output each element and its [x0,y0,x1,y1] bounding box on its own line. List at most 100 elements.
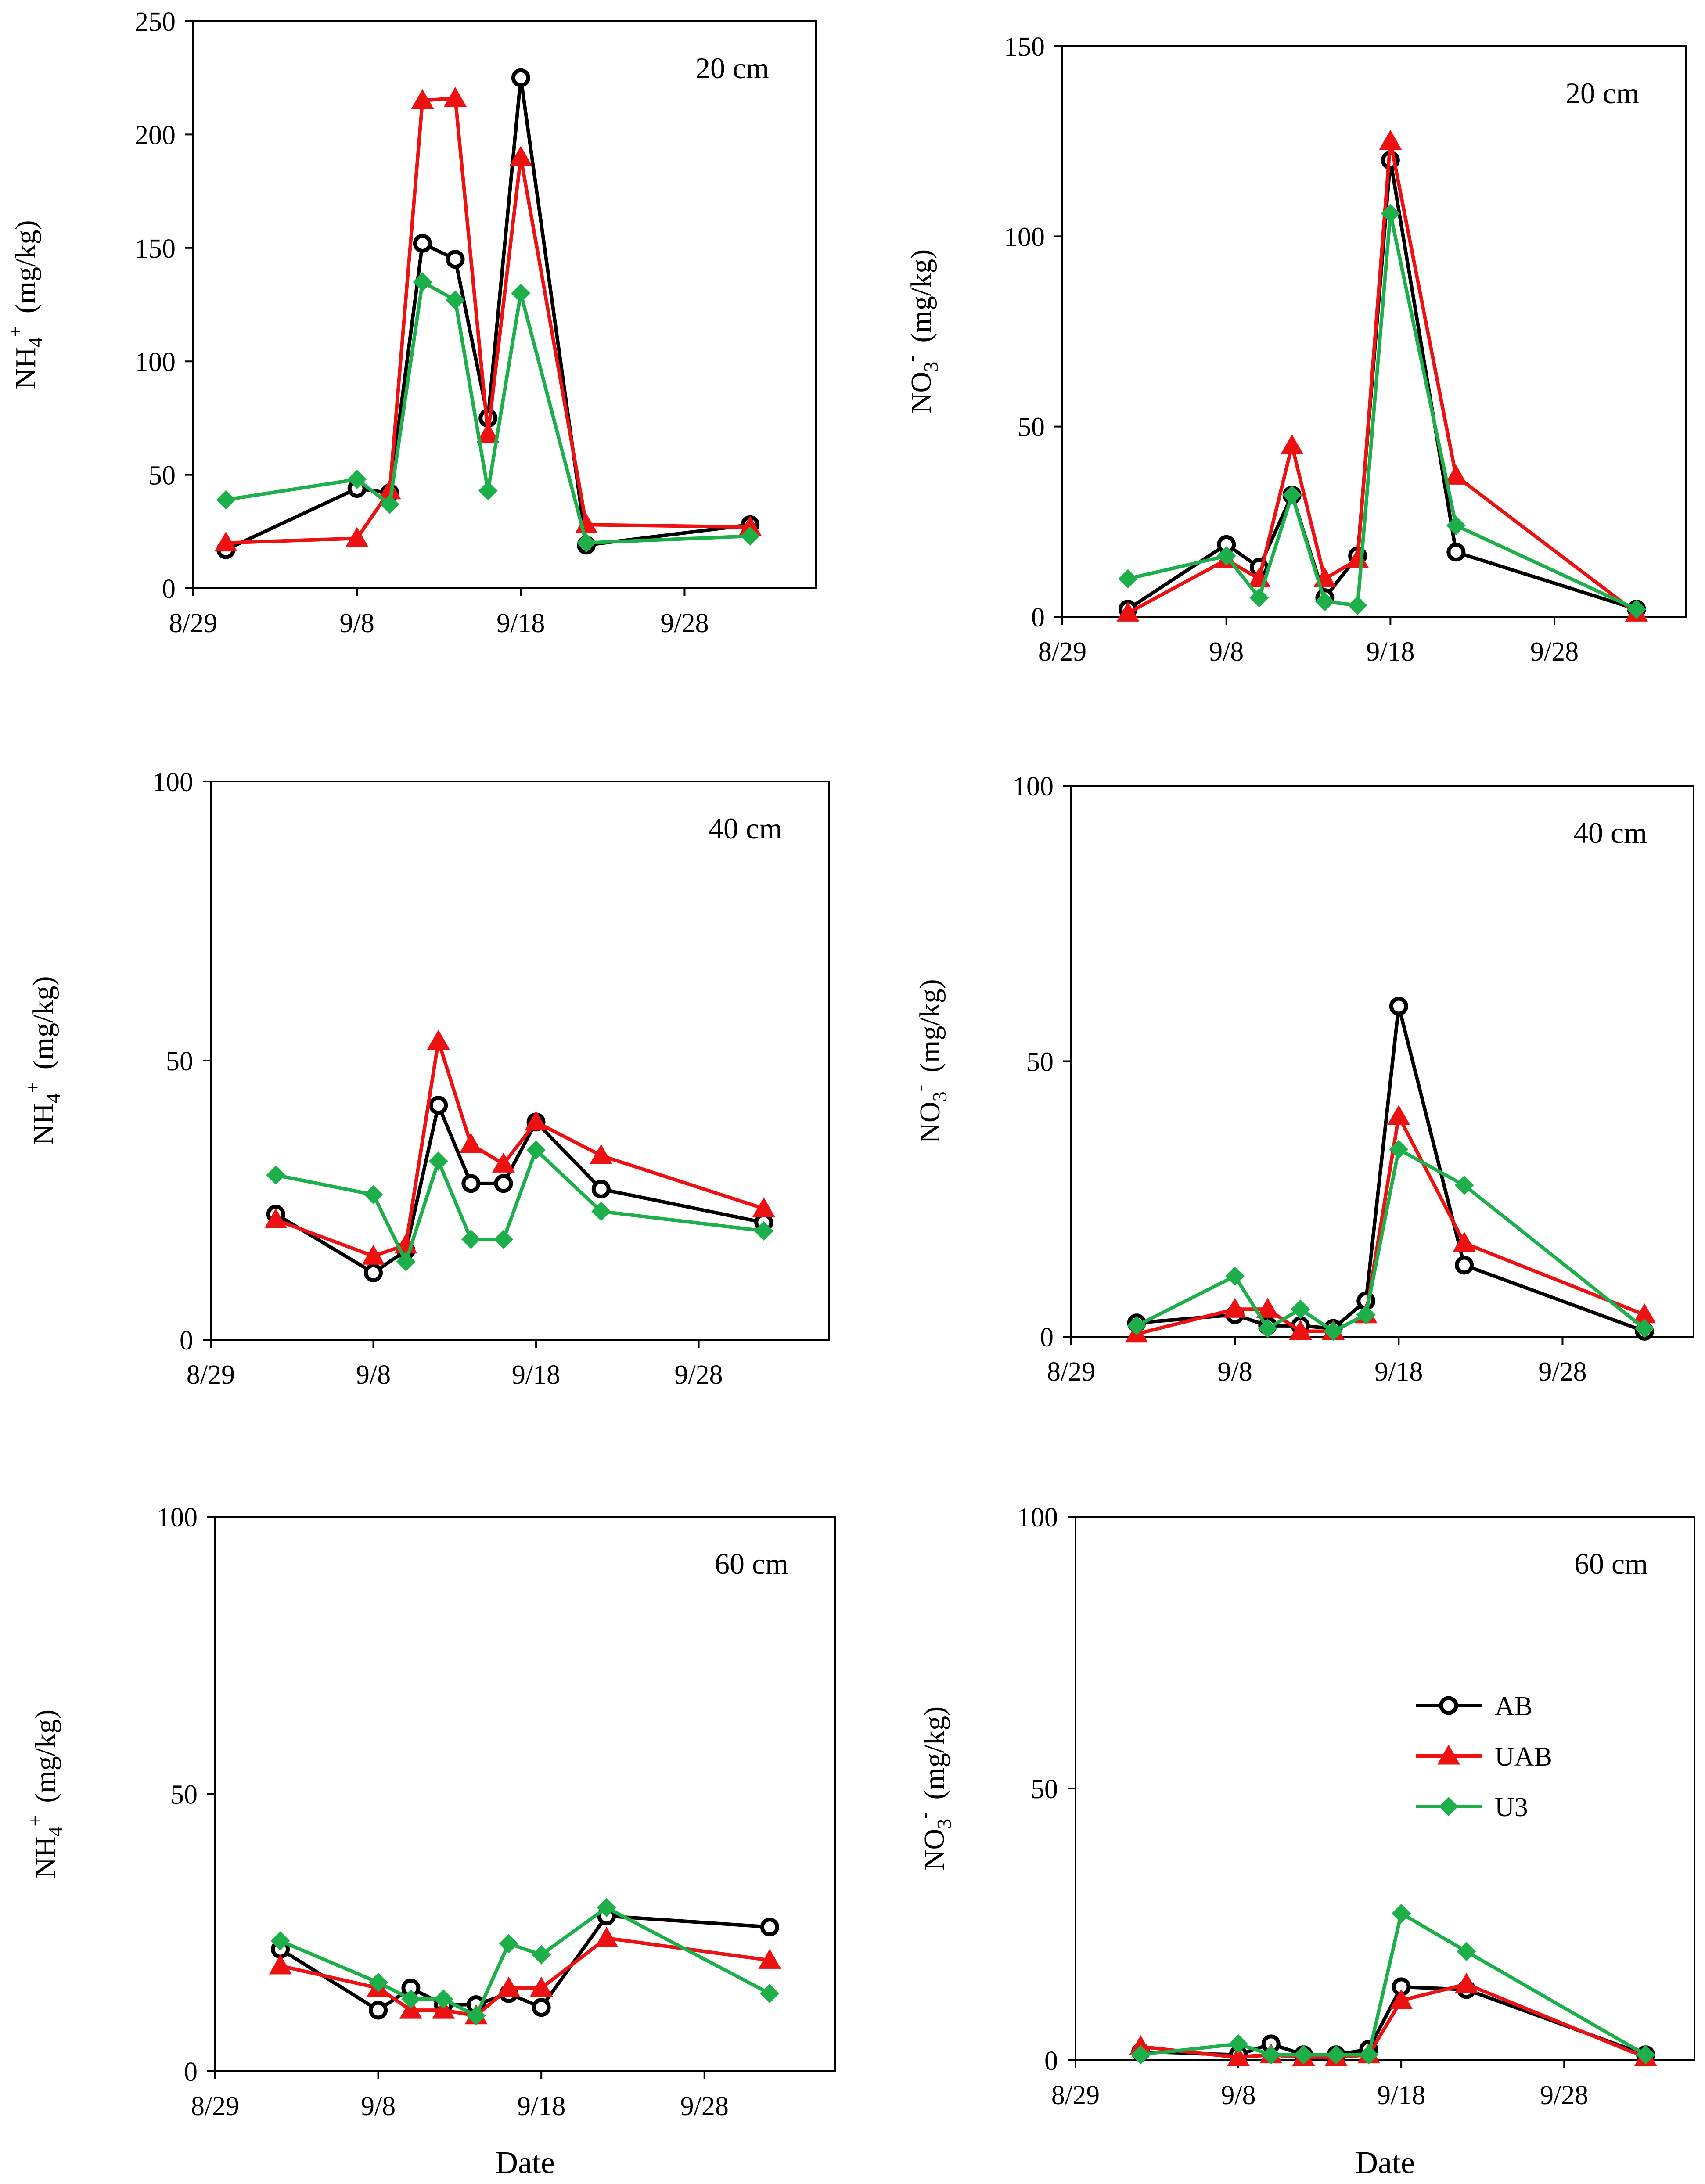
data-point-u3 [380,494,399,514]
legend-label-ab: AB [1495,1691,1532,1721]
data-point-ab [446,250,465,269]
depth-label: 20 cm [1565,76,1639,110]
x-tick-label: 9/28 [680,2091,729,2121]
depth-label: 20 cm [695,51,769,85]
x-tick-label: 9/28 [1530,637,1579,667]
data-point-uab [738,515,762,536]
data-point-uab [492,1152,515,1173]
y-tick-label: 50 [1031,1774,1058,1804]
data-point-u3 [1457,1942,1476,1961]
x-tick-label: 8/29 [1047,1357,1095,1387]
data-point-ab [413,234,432,253]
data-point-uab [1281,434,1304,454]
x-tick-label: 8/29 [191,2091,239,2121]
y-axis-label: NO3- (mg/kg) [899,249,942,414]
data-point-u3 [740,526,760,546]
data-point-uab [476,422,500,443]
data-point-u3 [1324,1321,1343,1341]
y-tick-label: 50 [166,1047,193,1076]
data-point-uab [497,1976,520,1997]
data-point-uab [530,1976,553,1997]
y-label-species: NH [10,347,42,389]
data-point-u3 [1229,2034,1248,2054]
y-label-subscript: 4 [44,1827,66,1837]
x-tick-label: 8/29 [1051,2080,1100,2110]
data-point-u3 [499,1934,518,1954]
data-point-uab [1453,1231,1476,1252]
y-tick-label: 0 [1040,1323,1054,1353]
y-label-species: NO [914,1101,946,1143]
y-label-superscript: - [908,1085,931,1091]
data-point-ab [429,1096,448,1115]
y-tick-label: 0 [162,574,176,604]
data-point-u3 [526,1140,546,1160]
data-point-u3 [413,272,432,292]
y-label-species: NO [918,1829,950,1871]
y-tick-label: 50 [1018,413,1045,443]
data-point-ab [1455,1256,1474,1275]
y-label-subscript: 3 [928,1091,951,1101]
chart-panel-no3-20: 0 50 100 150 8/29 9/8 9/18 9/28 NO3- (mg/kg) 20 cm [899,32,1687,667]
data-point-u3 [1326,2045,1346,2065]
data-point-u3 [1127,1316,1147,1335]
chart-panel-nh4-60: 0 50 100 8/29 9/8 9/18 9/28 NH4+ (mg/kg) 60 cm Dat… [24,1503,836,2180]
data-point-u3 [511,284,531,303]
data-point-u3 [576,533,596,553]
chart-panel-no3-60: 0 50 100 8/29 9/8 9/18 9/28 NO3- (mg/kg) 60 cm Dat… [913,1503,1695,2180]
data-point-u3 [1249,588,1269,608]
data-point-u3 [461,1230,481,1249]
data-point-uab [345,527,369,547]
data-point-ab [369,2001,388,2020]
y-axis-label: NH4+ (mg/kg) [22,976,64,1145]
y-axis-label: NO3- (mg/kg) [913,1706,955,1871]
legend-marker-u3 [1439,1797,1458,1816]
data-point-u3 [1636,2045,1655,2065]
data-point-uab [1116,601,1140,622]
data-point-uab [362,1245,385,1265]
plot-frame [1061,45,1687,618]
data-point-u3 [754,1221,773,1241]
data-point-u3 [428,1151,448,1171]
data-point-u3 [1216,546,1236,566]
data-point-uab [1390,1989,1413,2009]
y-label-superscript: + [24,1815,46,1827]
y-tick-label: 0 [1044,2046,1058,2076]
legend-label-u3: U3 [1495,1792,1528,1822]
chart-panel-no3-40: 0 50 100 8/29 9/8 9/18 9/28 NO3- (mg/kg) 40 cm [908,772,1694,1387]
y-label-unit: (mg/kg) [914,979,946,1072]
data-point-uab [378,479,401,500]
y-tick-label: 150 [1004,32,1045,62]
x-tick-label: 9/8 [1221,2080,1255,2110]
y-tick-label: 250 [135,7,176,37]
x-tick-label: 9/8 [356,1360,391,1390]
data-point-u3 [368,1972,388,1992]
data-point-uab [1444,464,1468,485]
x-tick-label: 8/29 [1038,637,1086,667]
data-point-u3 [1359,2045,1378,2065]
data-point-ab [591,1180,611,1199]
data-point-uab [590,1144,613,1164]
data-point-uab [459,1133,482,1153]
data-point-uab [432,1999,455,2019]
x-tick-label: 9/18 [1377,2080,1425,2110]
data-point-uab [399,1999,422,2019]
x-tick-label: 9/18 [1366,637,1414,667]
y-tick-label: 100 [1004,222,1045,252]
data-point-u3 [347,469,367,489]
chart-panel-nh4-20: 0 50 100 150 200 250 8/29 9/8 9/18 9/28 NH4+ (mg/kg… [4,7,817,638]
y-tick-label: 0 [184,2057,198,2087]
y-tick-label: 50 [1026,1047,1054,1077]
data-point-uab [1387,1105,1410,1125]
data-point-uab [595,1926,618,1947]
data-point-u3 [760,1984,780,2004]
data-point-u3 [1446,516,1466,535]
x-tick-label: 9/28 [1538,1357,1586,1387]
data-point-ab [461,1174,481,1193]
x-tick-label: 9/8 [361,2091,396,2121]
data-point-uab [758,1949,781,1969]
plot-frame [192,20,817,589]
y-label-unit: (mg/kg) [905,249,937,343]
data-point-u3 [1118,569,1138,589]
data-point-ab [1446,543,1466,562]
x-tick-label: 9/8 [340,608,374,638]
